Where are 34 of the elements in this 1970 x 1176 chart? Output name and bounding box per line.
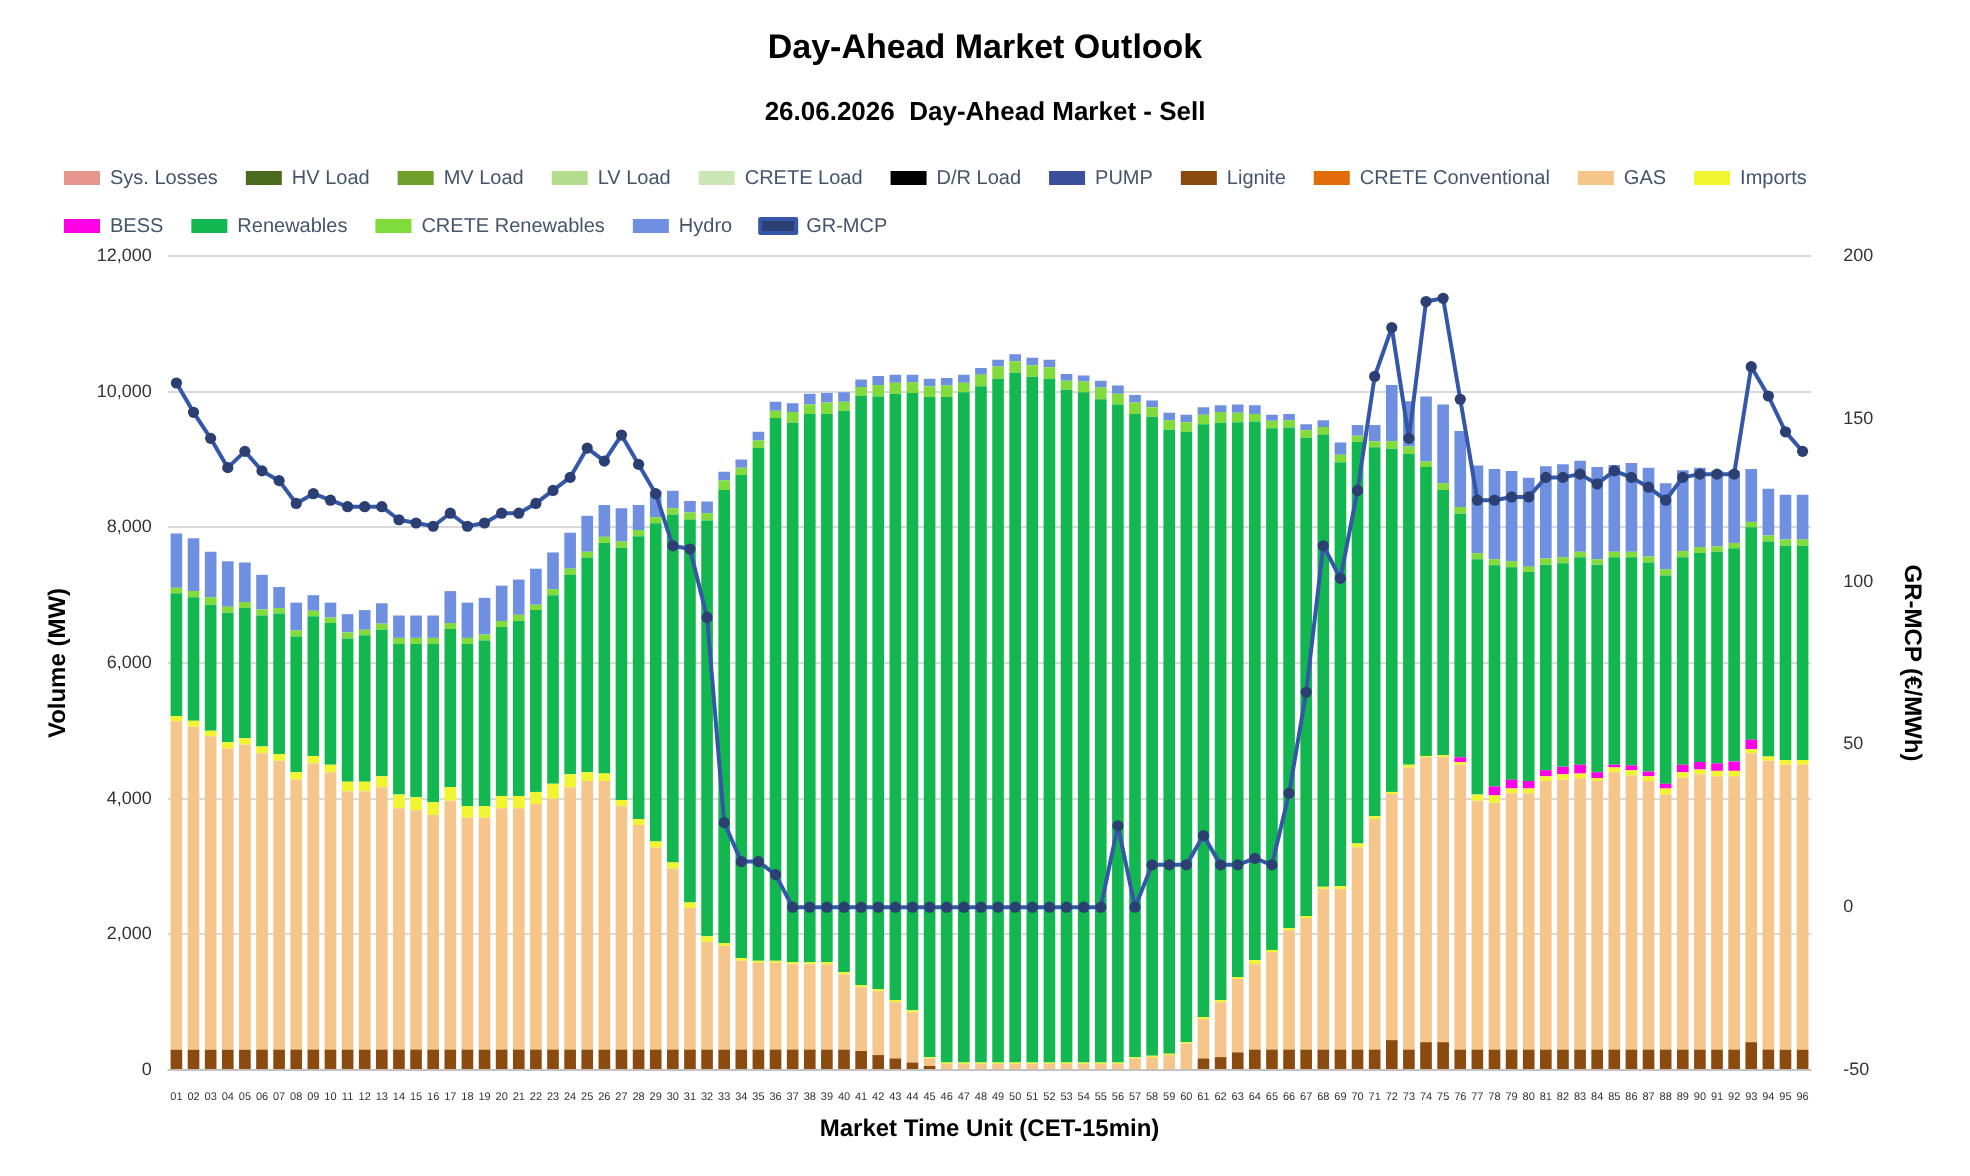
y-tick-label: 2,000 — [106, 923, 152, 944]
legend-label: MV Load — [443, 167, 524, 190]
legend-label: GR-MCP — [806, 215, 888, 238]
y2-axis-title: GR-MCP (€/MWh) — [1898, 564, 1927, 762]
legend-label: BESS — [110, 215, 165, 238]
y-tick-label: 0 — [141, 1058, 152, 1079]
legend-label: GAS — [1623, 167, 1667, 190]
y2-tick-label: 0 — [1843, 896, 1854, 917]
x-axis-title: Market Time Unit (CET-15min) — [819, 1114, 1160, 1143]
legend-label: HV Load — [291, 167, 370, 190]
legend-label: D/R Load — [936, 167, 1022, 190]
y-axis-title: Volume (MW) — [43, 587, 72, 739]
chart-subtitle: 26.06.2026 Day-Ahead Market - Sell — [764, 95, 1206, 126]
legend-label: Sys. Losses — [110, 167, 218, 190]
y2-tick-label: -50 — [1843, 1058, 1870, 1079]
y-tick-label: 6,000 — [106, 651, 152, 672]
y-tick-label: 4,000 — [106, 787, 152, 808]
y2-tick-label: 100 — [1843, 570, 1874, 591]
legend-label: Lignite — [1226, 167, 1287, 190]
legend-label: CRETE Conventional — [1359, 167, 1550, 190]
legend-label: CRETE Load — [744, 167, 863, 190]
legend-label: Hydro — [678, 215, 734, 238]
y-tick-label: 8,000 — [106, 516, 152, 537]
legend-label: CRETE Renewables — [421, 215, 605, 238]
legend-label: Imports — [1740, 167, 1807, 190]
y-tick-label: 10,000 — [96, 380, 152, 401]
y-tick-label: 12,000 — [96, 244, 152, 265]
y2-tick-label: 50 — [1843, 733, 1864, 754]
y2-tick-label: 150 — [1843, 407, 1874, 428]
legend-label: Renewables — [237, 215, 348, 238]
legend-label: LV Load — [597, 167, 671, 190]
y2-tick-label: 200 — [1843, 244, 1874, 265]
chart-title: Day-Ahead Market Outlook — [767, 27, 1204, 66]
legend-label: PUMP — [1095, 167, 1154, 190]
